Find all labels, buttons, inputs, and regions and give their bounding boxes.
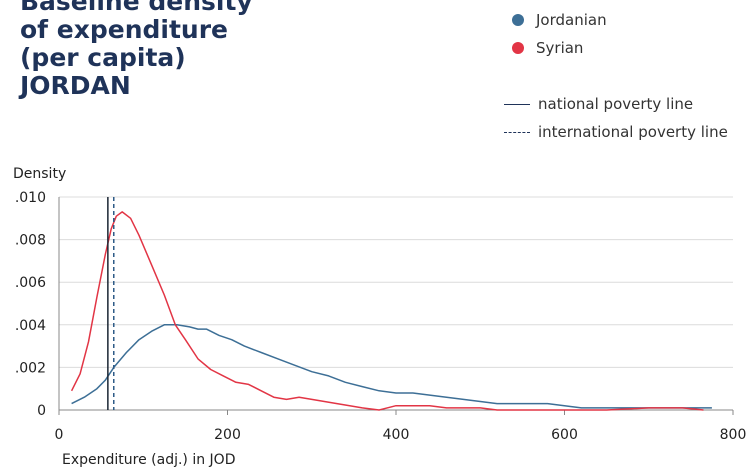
legend-label: international poverty line [538, 123, 728, 141]
title-line: of expenditure [20, 15, 228, 44]
title-line: (per capita) [20, 43, 186, 72]
y-tick-label: .010 [15, 190, 46, 206]
legend-item-international-poverty-line: international poverty line [504, 118, 728, 146]
legend-label: national poverty line [538, 95, 694, 113]
x-tick-label: 600 [551, 427, 578, 443]
jordanian-density-line [71, 324, 712, 409]
legend-label: Jordanian [536, 11, 607, 29]
x-tick-label: 0 [55, 427, 64, 443]
y-tick-label: .006 [15, 275, 46, 291]
legend-item-jordanian: Jordanian [512, 6, 607, 34]
title-line: Baseline density [20, 0, 253, 16]
line-legend: national poverty line international pove… [504, 90, 728, 146]
syrian-marker [512, 42, 524, 54]
x-tick-label: 400 [383, 427, 410, 443]
x-tick-label: 800 [720, 427, 747, 443]
series-legend: Jordanian Syrian [512, 6, 607, 62]
y-axis-label: Density [13, 166, 66, 182]
title-line: JORDAN [20, 71, 131, 100]
syrian-density-line [70, 211, 704, 411]
legend-item-national-poverty-line: national poverty line [504, 90, 728, 118]
y-tick-label: .002 [15, 360, 46, 376]
x-tick-label: 200 [214, 427, 241, 443]
solid-line-swatch [504, 103, 530, 105]
legend-label: Syrian [536, 39, 584, 57]
chart-title: Baseline density of expenditure (per cap… [20, 0, 260, 100]
jordanian-marker [512, 14, 524, 26]
x-axis-label: Expenditure (adj.) in JOD [62, 452, 235, 468]
dashed-line-swatch [504, 131, 530, 133]
legend-item-syrian: Syrian [512, 34, 607, 62]
y-tick-label: .004 [15, 318, 46, 334]
y-tick-label: .008 [15, 233, 46, 249]
y-tick-label: 0 [37, 403, 46, 419]
